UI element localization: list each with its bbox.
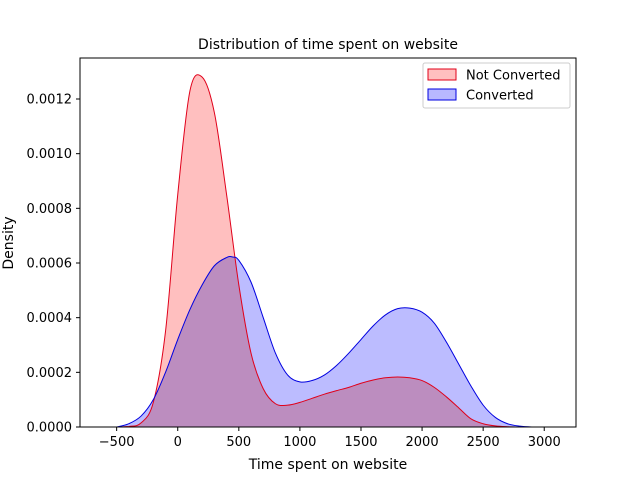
legend-swatch-converted: [427, 88, 457, 101]
y-axis-ticks: 0.0000 0.0002 0.0004 0.0006 0.0008 0.0010 0.00…: [27, 93, 80, 436]
x-tick-label: 1000: [283, 435, 316, 450]
y-tick-label: 0.0000: [27, 421, 73, 436]
x-axis-ticks: −500 0 500 1000 1500 2000 2500 3000: [99, 427, 561, 450]
y-axis-label: Density: [1, 216, 17, 269]
legend-label-converted: Converted: [466, 89, 534, 104]
legend: Not Converted Converted: [422, 62, 571, 109]
legend-label-not-converted: Not Converted: [466, 69, 561, 84]
x-tick-label: 500: [226, 435, 251, 450]
density-area-converted: [116, 256, 545, 427]
chart-title: Distribution of time spent on website: [198, 37, 458, 53]
x-tick-label: 1500: [344, 435, 377, 450]
y-tick-label: 0.0010: [27, 147, 73, 162]
density-line-converted: [116, 256, 545, 428]
x-tick-label: 3000: [528, 435, 561, 450]
y-tick-label: 0.0008: [27, 202, 73, 217]
x-tick-label: 0: [174, 435, 182, 450]
y-tick-label: 0.0006: [27, 257, 73, 272]
y-tick-label: 0.0004: [27, 311, 73, 326]
legend-box: [422, 62, 571, 109]
density-line-not-converted: [116, 74, 533, 428]
x-tick-label: −500: [99, 435, 135, 450]
x-tick-label: 2500: [467, 435, 500, 450]
plot-areas: [116, 74, 545, 428]
plot-frame: [79, 57, 577, 428]
y-tick-label: 0.0002: [27, 366, 73, 381]
x-axis-label: Time spent on website: [248, 457, 407, 473]
y-tick-label: 0.0012: [27, 93, 73, 108]
x-tick-label: 2000: [406, 435, 439, 450]
legend-swatch-not-converted: [427, 68, 457, 81]
